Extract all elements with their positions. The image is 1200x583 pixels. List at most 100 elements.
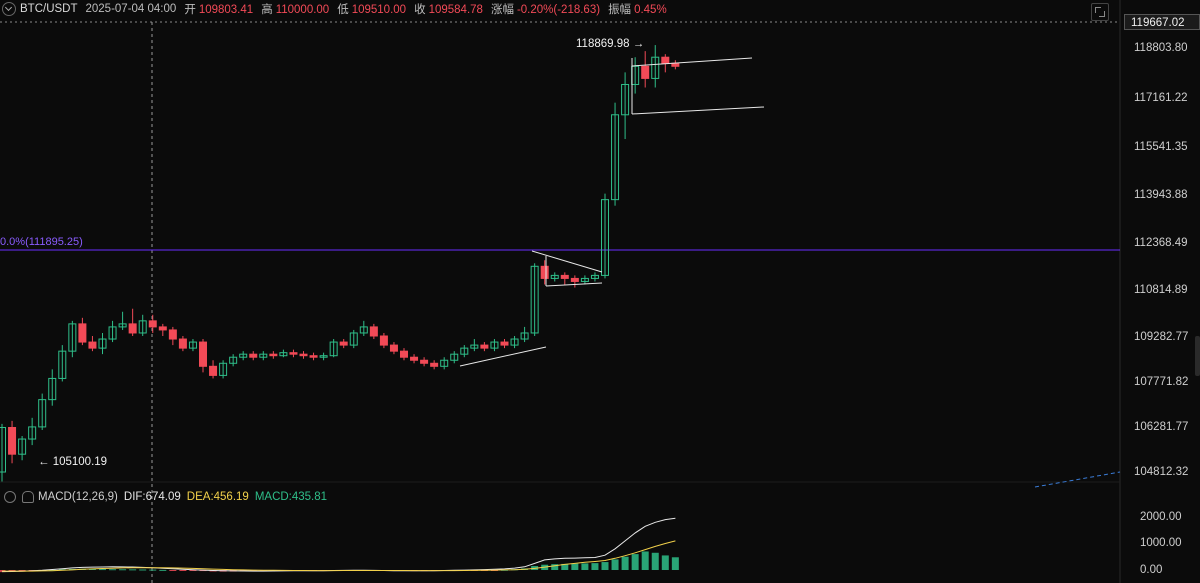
- price-tick-label: 115541.35: [1134, 140, 1188, 153]
- candle-body: [269, 353, 278, 357]
- candle-body: [611, 114, 620, 201]
- channel-lower: [631, 106, 765, 115]
- candle-body: [88, 341, 97, 349]
- macd-histogram-bar: [651, 552, 659, 570]
- open-label: 开: [184, 4, 196, 16]
- amplitude-value: 0.45%: [634, 4, 667, 16]
- chevron-down-icon[interactable]: [2, 2, 16, 16]
- macd-histogram-bar: [139, 569, 147, 571]
- price-tick-label: 107771.82: [1134, 376, 1189, 389]
- candle-body: [309, 355, 318, 358]
- candle-body: [440, 359, 449, 367]
- candle-body: [339, 341, 348, 346]
- macd-histogram-bar: [591, 563, 599, 570]
- high-label: 高: [261, 4, 273, 16]
- price-tick-label: 104812.32: [1134, 466, 1189, 478]
- candle-body: [0, 426, 6, 473]
- candle-body: [450, 353, 459, 361]
- candle-body: [540, 265, 549, 279]
- candle-body: [550, 274, 559, 279]
- macd-tick-label: 1000.00: [1140, 537, 1182, 549]
- macd-histogram-bar: [671, 557, 679, 570]
- open-value: 109803.41: [198, 4, 254, 16]
- candle-body: [239, 353, 248, 358]
- price-tick-label: 118803.80: [1134, 42, 1188, 54]
- eye-icon[interactable]: [4, 491, 16, 503]
- candle-body: [279, 352, 288, 357]
- price-tick-label: 110814.89: [1134, 284, 1188, 297]
- change-value: -0.20%(-218.63): [516, 4, 601, 16]
- candle-body: [430, 362, 439, 367]
- candle-body: [359, 326, 368, 334]
- macd-dif-value: DIF:674.09: [123, 491, 181, 503]
- candle-body: [188, 341, 197, 349]
- symbol-label[interactable]: BTC/USDT: [20, 3, 78, 15]
- macd-histogram-bar: [611, 559, 619, 570]
- candle-body: [560, 274, 569, 279]
- candle-body: [48, 377, 57, 401]
- candle-body: [580, 277, 589, 282]
- high-value: 110000.00: [275, 4, 330, 16]
- high-price-marker: 118869.98 →: [576, 38, 645, 50]
- macd-histogram-bar: [99, 569, 106, 571]
- candle-body: [18, 438, 27, 455]
- candle-body: [410, 356, 419, 361]
- candle-body: [651, 56, 660, 79]
- macd-histogram-bar: [58, 569, 66, 571]
- trendline-support: [459, 346, 547, 367]
- candle-body: [128, 323, 137, 334]
- candle-body: [158, 326, 167, 331]
- macd-histogram-bar: [179, 570, 187, 571]
- candle-body: [510, 338, 519, 346]
- low-price-marker: ← 105100.19: [38, 456, 108, 468]
- macd-histogram-bar: [551, 564, 559, 570]
- price-tick-label: 113943.88: [1134, 189, 1188, 202]
- macd-histogram-bar: [189, 570, 197, 571]
- macd-hist-value: MACD:435.81: [254, 491, 328, 503]
- axis-scroll-handle[interactable]: [1195, 336, 1200, 376]
- candle-body: [349, 332, 358, 346]
- channel-upper: [631, 57, 753, 67]
- price-tick-label: 117161.22: [1134, 91, 1188, 104]
- macd-histogram-bar: [119, 569, 127, 571]
- candle-body: [420, 359, 429, 364]
- macd-histogram-bar: [169, 570, 177, 571]
- ohlc-header: BTC/USDT 2025-07-04 04:00 开 109803.41 高 11…: [0, 0, 1120, 18]
- macd-histogram-bar: [159, 569, 167, 571]
- candle-body: [8, 426, 17, 455]
- candle-body: [329, 341, 338, 357]
- candle-body: [148, 320, 157, 328]
- macd-histogram-bar: [621, 556, 629, 570]
- change-label: 涨幅: [490, 4, 514, 16]
- candle-body: [621, 83, 630, 116]
- fib-level-label: 0.0%(111895.25): [0, 236, 83, 248]
- datetime-label: 2025-07-04 04:00: [85, 3, 177, 15]
- bell-icon[interactable]: [22, 491, 34, 503]
- candle-body: [520, 332, 529, 340]
- amplitude-label: 振幅: [608, 4, 632, 16]
- candle-body: [78, 323, 87, 343]
- candle-body: [219, 362, 228, 376]
- candle-body: [229, 356, 238, 364]
- low-value: 109510.00: [351, 4, 407, 16]
- macd-name[interactable]: MACD(12,26,9): [38, 491, 118, 503]
- candle-body: [108, 326, 117, 340]
- macd-tick-label: 2000.00: [1140, 511, 1182, 523]
- fullscreen-icon[interactable]: [1091, 3, 1109, 21]
- macd-tick-label: 0.00: [1140, 564, 1163, 576]
- candle-body: [299, 353, 308, 357]
- candle-body: [460, 347, 469, 355]
- candle-body: [199, 341, 207, 367]
- candle-body: [58, 350, 67, 379]
- triangle-lower: [545, 282, 603, 287]
- candle-body: [259, 353, 268, 358]
- current-price-tag: 119667.02: [1124, 14, 1200, 30]
- macd-histogram-bar: [631, 554, 639, 570]
- low-label: 低: [337, 4, 349, 16]
- macd-histogram-bar: [88, 568, 96, 570]
- candle-body: [98, 338, 107, 349]
- candle-body: [661, 56, 670, 64]
- candle-body: [138, 320, 147, 334]
- close-label: 收: [414, 4, 426, 16]
